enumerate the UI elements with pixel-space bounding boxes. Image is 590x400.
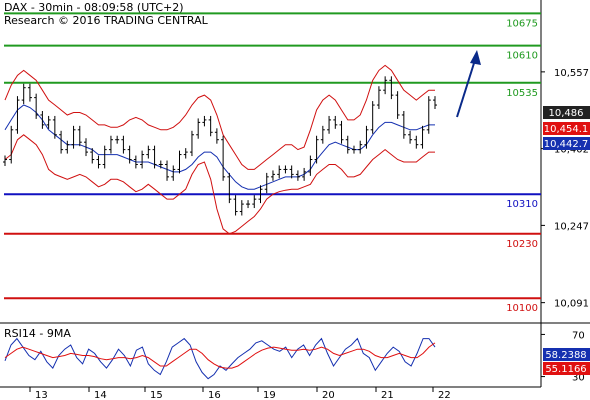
time-tick-label: 13	[35, 390, 48, 400]
upper-band-tag: 10,454.1	[544, 124, 589, 135]
rsi-value-tag-box	[543, 348, 590, 361]
rsi-tick-label: 30	[572, 373, 585, 384]
chart-title: DAX - 30min - 08:09:58 (UTC+2)	[4, 1, 184, 14]
time-tick-label: 14	[94, 390, 107, 400]
time-tick-label: 16	[208, 390, 221, 400]
price-tick-label: 10,247	[554, 221, 589, 232]
price-tick-label: 10,091	[554, 299, 589, 310]
rsi-rsi-line	[4, 337, 436, 380]
rsi-ma9-line	[4, 342, 436, 369]
bollinger-lower-line	[4, 134, 435, 235]
projection-arrow	[456, 50, 481, 118]
rsi-ma-tag: 55.1166	[545, 364, 586, 375]
time-tick-label: 21	[381, 390, 394, 400]
level-label: 10100	[506, 303, 538, 314]
level-label: 10230	[506, 239, 538, 250]
last-price-tag: 10,486	[549, 108, 584, 119]
time-tick-label: 22	[438, 390, 451, 400]
ma-tag-box	[543, 137, 590, 150]
chart-subtitle: Research © 2016 TRADING CENTRAL	[4, 14, 209, 27]
upper-band-tag-box	[543, 122, 590, 135]
time-tick-label: 20	[322, 390, 335, 400]
price-tick-label: 10,402	[554, 145, 589, 156]
bollinger-upper-line	[4, 64, 435, 170]
price-tick-label: 10,557	[554, 68, 589, 79]
level-label: 10310	[506, 199, 538, 210]
rsi-title: RSI14 - 9MA	[4, 327, 71, 340]
time-tick-label: 15	[150, 390, 163, 400]
rsi-value-tag: 58.2388	[545, 350, 586, 361]
moving-average-line	[4, 104, 435, 190]
rsi-ma-tag-box	[543, 362, 590, 375]
ma-tag: 10,442.7	[544, 139, 589, 150]
level-label: 10535	[506, 88, 538, 99]
rsi-tick-label: 70	[572, 330, 585, 341]
last-price-tag-box	[543, 106, 590, 119]
time-tick-label: 19	[263, 390, 276, 400]
level-label: 10610	[506, 51, 538, 62]
level-label: 10675	[506, 18, 538, 29]
